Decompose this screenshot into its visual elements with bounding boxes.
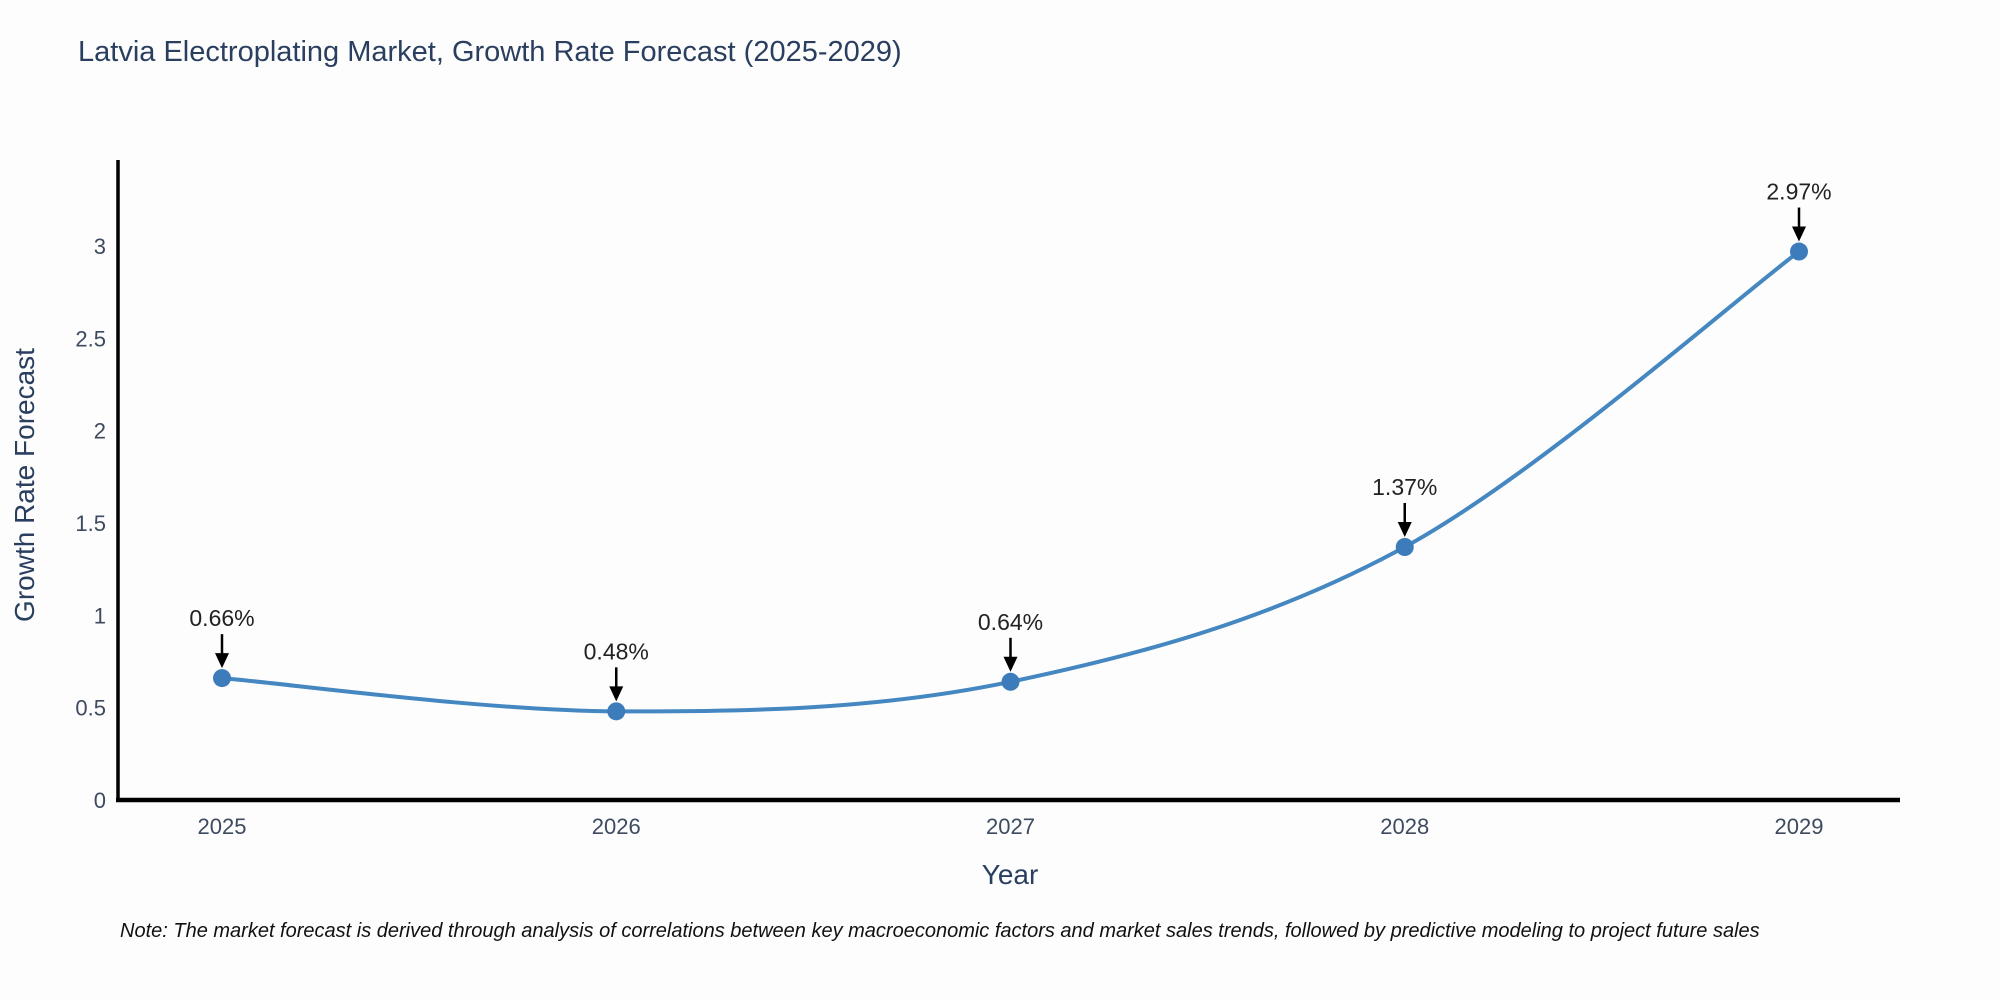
x-axis-title: Year	[981, 859, 1039, 890]
data-point-label: 0.48%	[584, 638, 649, 664]
data-point-marker	[213, 669, 231, 688]
data-point-label: 1.37%	[1372, 474, 1437, 500]
y-tick-label: 1.5	[75, 511, 106, 536]
x-tick-label: 2026	[592, 814, 641, 839]
annotation-arrow-head	[609, 686, 624, 702]
y-tick-label: 0	[94, 788, 106, 813]
data-point-marker	[1395, 538, 1414, 557]
data-point-label: 2.97%	[1766, 179, 1831, 205]
annotation-arrow-head	[1792, 226, 1806, 242]
data-point-label: 0.66%	[189, 605, 254, 631]
y-tick-label: 2	[94, 419, 106, 444]
x-tick-label: 2025	[198, 814, 247, 839]
x-tick-label: 2028	[1380, 814, 1429, 839]
data-point-marker	[607, 702, 626, 721]
x-tick-label: 2027	[986, 814, 1035, 839]
y-tick-label: 0.5	[75, 696, 106, 721]
y-tick-label: 2.5	[75, 326, 106, 351]
annotation-arrow-head	[1397, 522, 1412, 538]
data-point-label: 0.64%	[978, 609, 1043, 635]
forecast-line	[221, 249, 1801, 714]
y-tick-label: 3	[94, 234, 106, 259]
y-tick-label: 1	[94, 603, 106, 628]
chart-title: Latvia Electroplating Market, Growth Rat…	[78, 36, 902, 68]
x-tick-label: 2029	[1775, 814, 1824, 839]
annotation-arrow-head	[215, 653, 229, 669]
data-point-marker	[1790, 242, 1808, 261]
annotation-arrow-head	[1003, 656, 1018, 672]
data-point-marker	[1001, 672, 1020, 691]
footnote: Note: The market forecast is derived thr…	[120, 920, 1760, 942]
